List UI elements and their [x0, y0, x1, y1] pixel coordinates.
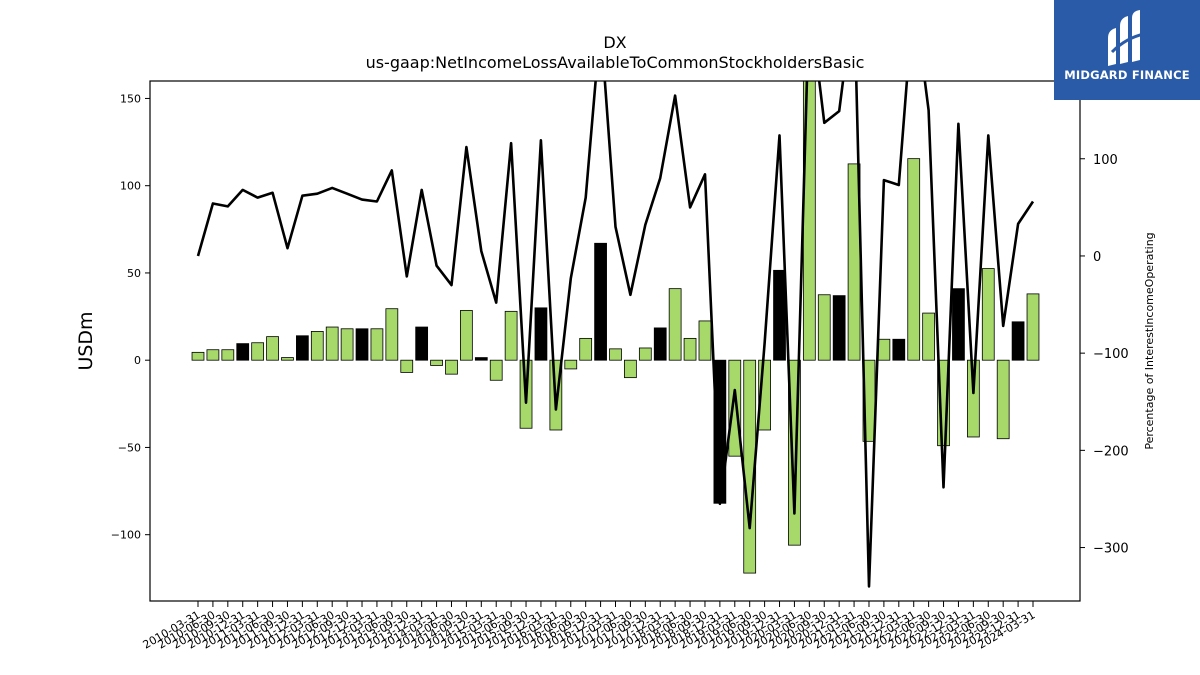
bar	[564, 359, 578, 370]
bar	[966, 359, 980, 438]
bar	[251, 342, 265, 361]
y-tick-label: 150	[120, 92, 141, 105]
bar	[281, 357, 294, 361]
bar	[922, 312, 935, 361]
bar	[668, 288, 682, 361]
logo-text: MIDGARD FINANCE	[1064, 68, 1190, 82]
bar	[594, 242, 607, 361]
bar	[1026, 293, 1040, 361]
bar	[638, 347, 652, 361]
bar	[460, 310, 473, 361]
bar	[817, 294, 831, 361]
plot-frame	[149, 80, 1081, 602]
left-y-axis: −100 −50 0 50 100 150	[111, 92, 150, 542]
bar	[653, 327, 667, 361]
bar	[445, 359, 458, 375]
bar	[952, 288, 965, 361]
midgard-logo-icon	[1108, 10, 1145, 66]
chart-subtitle: us-gaap:NetIncomeLossAvailableToCommonSt…	[366, 53, 865, 72]
bar	[296, 335, 309, 361]
bar	[415, 326, 429, 361]
bar	[996, 359, 1010, 440]
bar	[400, 359, 414, 373]
bar	[892, 338, 906, 361]
y-tick-label: −50	[118, 441, 141, 454]
y2-axis-label: Percentage of InterestIncomeOperating	[1143, 232, 1156, 449]
y-tick-label: 100	[120, 180, 141, 193]
bar	[355, 328, 369, 361]
bar	[683, 337, 697, 361]
bar	[325, 326, 339, 361]
bar	[624, 359, 637, 379]
x-axis: 2010-03-312010-06-302010-09-302010-12-31…	[141, 601, 1038, 652]
bar	[191, 351, 205, 361]
bar	[832, 295, 846, 361]
bar	[430, 359, 443, 366]
bar	[877, 338, 891, 361]
bar-series	[191, 80, 1040, 574]
bar	[266, 336, 279, 361]
line-series	[196, 81, 1035, 588]
bar	[579, 337, 593, 361]
bar	[385, 308, 399, 361]
bar	[504, 310, 518, 361]
bar	[788, 359, 801, 546]
y2-tick-label: −300	[1093, 542, 1129, 557]
bar	[310, 331, 324, 361]
bar	[773, 269, 786, 361]
y2-tick-label: −100	[1093, 347, 1129, 362]
y2-tick-label: 0	[1093, 250, 1101, 265]
bar	[236, 343, 250, 361]
y-tick-label: −100	[111, 529, 141, 542]
y2-tick-label: 100	[1093, 153, 1118, 168]
y2-tick-label: −200	[1093, 444, 1129, 459]
brand-logo: MIDGARD FINANCE	[1054, 0, 1200, 100]
bar	[758, 359, 771, 431]
y-tick-label: 50	[127, 267, 141, 280]
bar	[937, 359, 950, 447]
bar	[340, 328, 354, 361]
chart-title: DX	[603, 33, 626, 52]
bar	[1011, 321, 1025, 361]
bar	[206, 349, 220, 361]
right-y-axis: −300 −200 −100 0 100	[1080, 153, 1129, 557]
bar	[698, 320, 712, 361]
bar	[609, 348, 622, 361]
y-axis-label: USDm	[75, 311, 97, 370]
bar	[534, 307, 548, 361]
bar	[370, 328, 384, 361]
bar	[981, 268, 995, 361]
bar	[489, 359, 503, 381]
bar	[728, 359, 742, 457]
line-path	[196, 81, 1035, 588]
y-tick-label: 0	[134, 354, 141, 367]
bar	[474, 357, 488, 361]
bar	[907, 158, 921, 361]
bar	[221, 349, 235, 361]
